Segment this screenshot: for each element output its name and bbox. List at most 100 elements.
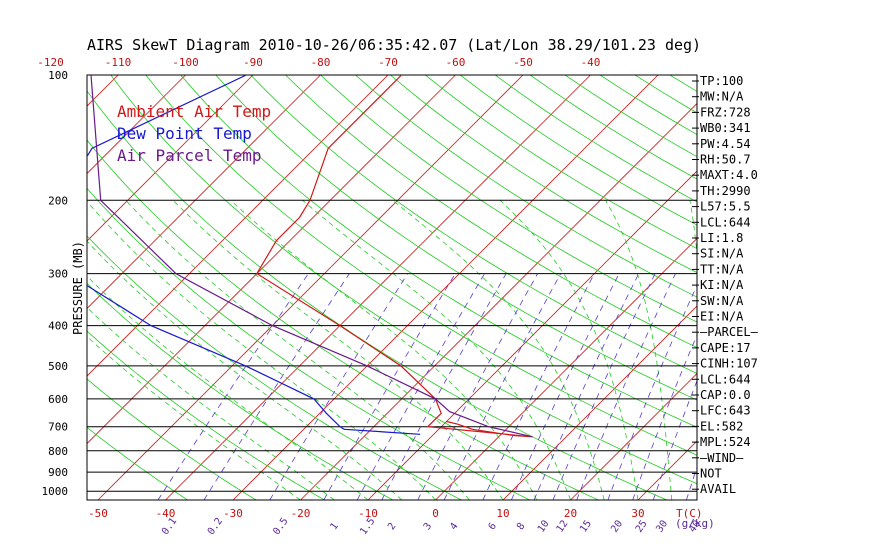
stability-index-label: CINH:107: [700, 357, 758, 371]
mixing-ratio-line: [533, 273, 640, 500]
moist-adiabat-line: [392, 199, 605, 500]
bottom-temperature-tick-label: -50: [88, 507, 108, 520]
stability-index-label: SI:N/A: [700, 247, 744, 261]
mixing-ratio-tick-label: 1: [328, 521, 340, 532]
dry-adiabat-line: [285, 75, 697, 348]
mixing-ratio-line: [203, 273, 350, 500]
mixing-ratio-line: [157, 273, 309, 500]
pressure-tick-label: 500: [48, 360, 68, 373]
mixing-ratio-line: [443, 273, 562, 500]
dry-adiabat-line: [87, 187, 531, 500]
dry-adiabat-line: [110, 75, 697, 485]
dry-adiabat-line: [87, 330, 325, 500]
stability-index-label: CAP:0.0: [700, 388, 751, 402]
bottom-temperature-tick-label: -20: [291, 507, 311, 520]
mixing-ratio-tick-label: 30: [654, 518, 670, 534]
top-temperature-tick-label: -80: [311, 56, 331, 69]
top-temperature-tick-label: -100: [172, 56, 199, 69]
dry-adiabat-line: [87, 426, 188, 500]
mixing-ratio-line: [652, 379, 697, 500]
isotherm-line: [87, 75, 389, 377]
top-temperature-tick-label: -60: [446, 56, 466, 69]
stability-index-label: NOT: [700, 467, 722, 481]
stability-index-label: SW:N/A: [700, 294, 744, 308]
moist-adiabat-line: [87, 240, 403, 500]
dry-adiabat-line: [425, 75, 697, 250]
bottom-temperature-tick-label: 30: [631, 507, 644, 520]
dry-adiabat-line: [145, 75, 697, 456]
pressure-tick-label: 800: [48, 445, 68, 458]
bottom-temperature-tick-label: 0: [432, 507, 439, 520]
stability-index-label: TT:N/A: [700, 262, 744, 276]
pressure-tick-label: 100: [48, 69, 68, 82]
isotherm-line: [637, 440, 697, 500]
stability-index-label: LCL:644: [700, 215, 751, 229]
stability-index-label: –PARCEL–: [700, 325, 759, 339]
moist-adiabat-line: [605, 200, 673, 500]
legend-entry: Air Parcel Temp: [117, 146, 262, 165]
dry-adiabat-line: [87, 139, 599, 500]
moist-adiabat-line: [87, 200, 436, 500]
pressure-tick-label: 700: [48, 421, 68, 434]
stability-index-label: TP:100: [700, 74, 743, 88]
mixing-ratio-tick-label: 8: [515, 521, 527, 532]
pressure-ticks: 100 200 300 400 500 600 700 800 900 1000: [42, 69, 69, 498]
mixing-ratio-line: [356, 273, 485, 500]
ambient-air-temp-line: [256, 75, 533, 438]
moist-adiabat-line: [302, 199, 571, 500]
y-axis-label: PRESSURE (MB): [71, 241, 85, 335]
mixing-ratio-lines: [157, 273, 697, 500]
air-parcel-temp-line: [90, 75, 533, 438]
stability-index-label: WB0:341: [700, 121, 751, 135]
top-temperature-tick-label: -40: [581, 56, 601, 69]
dry-adiabat-line: [250, 75, 697, 374]
top-temperature-tick-label: -70: [378, 56, 398, 69]
dry-adiabat-line: [87, 90, 667, 500]
legend-entry: Ambient Air Temp: [117, 102, 271, 121]
isotherm-line: [87, 75, 456, 445]
dry-adiabat-line: [320, 75, 697, 323]
dry-adiabat-line: [634, 75, 697, 114]
sounding-series: [87, 75, 533, 438]
dry-adiabat-line: [740, 75, 870, 500]
mixing-ratio-tick-label: 6: [487, 521, 499, 532]
stability-index-label: AVAIL: [700, 482, 736, 496]
isotherm-line: [0, 75, 51, 500]
moist-adiabat-line: [172, 200, 504, 500]
stability-index-label: RH:50.7: [700, 153, 751, 167]
isotherm-line: [300, 102, 697, 500]
mixing-ratio-line: [576, 273, 676, 500]
isotherm-line: [502, 305, 697, 500]
mixing-ratio-line: [632, 334, 697, 500]
stability-index-label: FRZ:728: [700, 105, 751, 119]
mixing-ratio-unit-label: (g/kg): [675, 517, 715, 530]
pressure-tick-label: 300: [48, 268, 68, 281]
bottom-temperature-tick-label: -40: [156, 507, 176, 520]
pressure-tick-label: 900: [48, 466, 68, 479]
stability-index-label: L57:5.5: [700, 200, 751, 214]
isotherm-line: [87, 75, 186, 175]
stability-index-label: EL:582: [700, 419, 743, 433]
mixing-ratio-tick-label: 20: [609, 518, 625, 534]
dew-point-temp-line: [87, 75, 421, 435]
bottom-temperature-tick-label: 20: [564, 507, 577, 520]
temperature-unit-label: T(C): [676, 507, 703, 520]
moist-adiabat-line: [87, 335, 301, 500]
pressure-tick-label: 400: [48, 320, 68, 333]
plot-frame: [86, 74, 698, 501]
dry-adiabat-line: [87, 235, 462, 500]
top-temperature-ticks: -120 -110 -100 -90 -80 -70 -60 -50 -40: [37, 56, 600, 69]
dry-adiabat-line: [390, 75, 697, 274]
isotherm-line: [87, 75, 119, 107]
dry-adiabat-line: [180, 75, 697, 428]
isotherm-line: [97, 75, 524, 500]
mixing-ratio-line: [511, 273, 620, 500]
isotherm-line: [570, 372, 697, 500]
stability-index-label: LCL:644: [700, 372, 751, 386]
mixing-ratio-line: [323, 273, 456, 500]
moist-adiabat-line: [87, 275, 369, 500]
mixing-ratio-tick-label: 25: [634, 518, 650, 534]
pressure-tick-label: 200: [48, 194, 68, 207]
